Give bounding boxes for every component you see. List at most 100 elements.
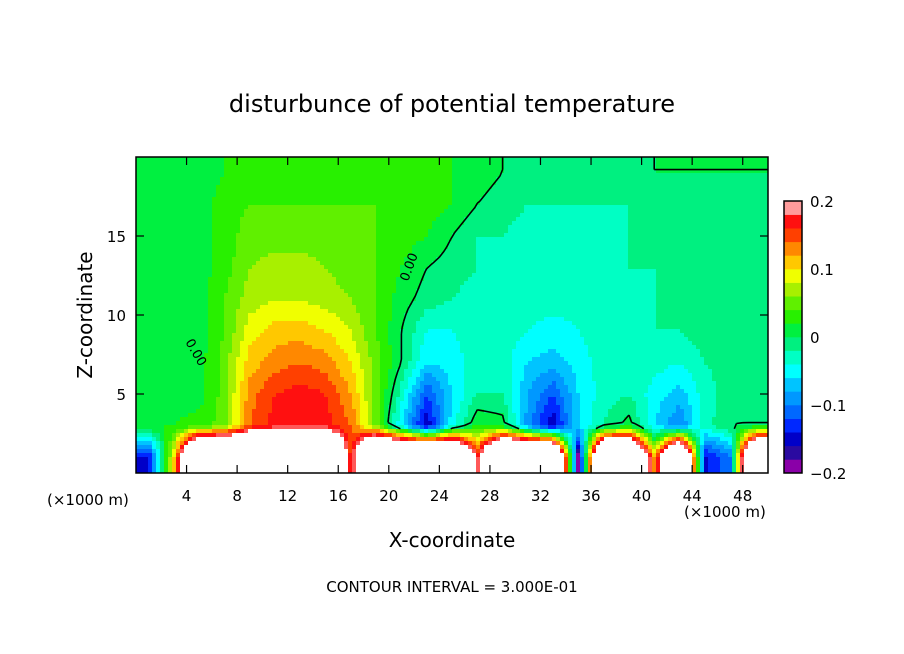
heatmap-cell [700,233,705,238]
heatmap-cell [348,173,353,178]
heatmap-cell [316,173,321,178]
heatmap-cell [176,257,181,262]
heatmap-cell [472,245,477,250]
heatmap-cell [652,201,657,206]
heatmap-cell [616,257,621,262]
heatmap-cell [592,225,597,230]
heatmap-cell [688,181,693,186]
heatmap-cell [216,245,221,250]
heatmap-cell [516,249,521,254]
heatmap-cell [508,229,513,234]
heatmap-cell [412,249,417,254]
heatmap-cell [508,237,513,242]
heatmap-cell [436,245,441,250]
heatmap-cell [500,209,505,214]
heatmap-cell [228,189,233,194]
heatmap-cell [680,201,685,206]
heatmap-cell [312,249,317,254]
heatmap-cell [524,165,529,170]
heatmap-cell [232,161,237,166]
heatmap-cell [628,185,633,190]
heatmap-cell [600,181,605,186]
heatmap-cell [240,257,245,262]
heatmap-cell [256,233,261,238]
heatmap-cell [504,229,509,234]
heatmap-cell [576,221,581,226]
heatmap-cell [404,193,409,198]
heatmap-cell [452,261,457,266]
heatmap-cell [180,281,185,286]
heatmap-cell [420,249,425,254]
heatmap-cell [424,273,429,278]
heatmap-cell [668,181,673,186]
heatmap-cell [508,217,513,222]
heatmap-cell [220,177,225,182]
heatmap-cell [660,197,665,202]
heatmap-cell [724,209,729,214]
heatmap-cell [756,157,761,162]
heatmap-cell [272,273,277,278]
heatmap-cell [312,209,317,214]
heatmap-cell [148,169,153,174]
heatmap-cell [256,269,261,274]
heatmap-cell [592,221,597,226]
heatmap-cell [252,225,257,230]
heatmap-cell [392,173,397,178]
heatmap-cell [380,241,385,246]
heatmap-cell [364,273,369,278]
heatmap-cell [252,197,257,202]
heatmap-cell [660,229,665,234]
heatmap-cell [680,161,685,166]
heatmap-cell [492,189,497,194]
heatmap-cell [504,273,509,278]
heatmap-cell [448,249,453,254]
heatmap-cell [732,161,737,166]
heatmap-cell [404,241,409,246]
heatmap-cell [556,197,561,202]
heatmap-cell [208,249,213,254]
heatmap-cell [692,181,697,186]
heatmap-cell [668,193,673,198]
heatmap-cell [212,277,217,282]
heatmap-cell [612,221,617,226]
heatmap-cell [280,237,285,242]
heatmap-cell [432,173,437,178]
heatmap-cell [532,161,537,166]
heatmap-cell [436,277,441,282]
heatmap-cell [236,225,241,230]
heatmap-cell [748,245,753,250]
heatmap-cell [264,225,269,230]
heatmap-cell [316,281,321,286]
heatmap-cell [392,221,397,226]
heatmap-cell [672,181,677,186]
heatmap-cell [348,245,353,250]
heatmap-cell [592,273,597,278]
heatmap-cell [600,273,605,278]
heatmap-cell [352,257,357,262]
heatmap-cell [396,265,401,270]
heatmap-cell [540,269,545,274]
heatmap-cell [476,221,481,226]
heatmap-cell [496,277,501,282]
heatmap-cell [568,185,573,190]
heatmap-cell [484,281,489,286]
heatmap-cell [580,233,585,238]
heatmap-cell [732,257,737,262]
heatmap-cell [588,237,593,242]
heatmap-cell [704,253,709,258]
heatmap-cell [140,249,145,254]
heatmap-cell [536,261,541,266]
heatmap-cell [572,269,577,274]
heatmap-cell [180,277,185,282]
heatmap-cell [532,205,537,210]
heatmap-cell [680,193,685,198]
heatmap-cell [284,257,289,262]
heatmap-cell [232,181,237,186]
heatmap-cell [732,189,737,194]
heatmap-cell [576,237,581,242]
heatmap-cell [360,189,365,194]
heatmap-cell [452,157,457,162]
heatmap-cell [388,269,393,274]
heatmap-cell [248,241,253,246]
heatmap-cell [456,265,461,270]
